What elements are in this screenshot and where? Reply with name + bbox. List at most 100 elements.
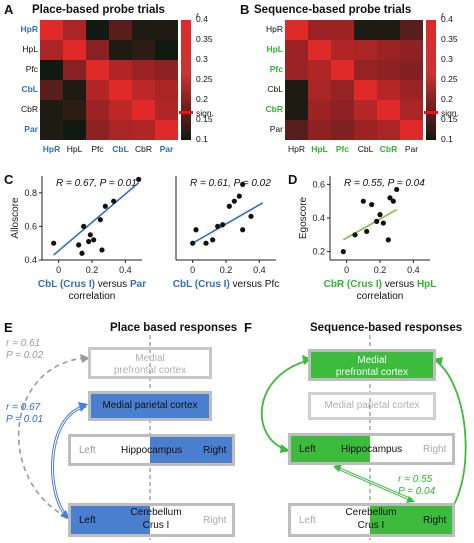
e-p-blue: P = 0.01 xyxy=(6,414,44,425)
heatmap-cell xyxy=(155,60,178,80)
colorbar-tick: 0.2 xyxy=(196,94,208,104)
heatmap-cell xyxy=(400,20,423,40)
colorbar-b-sign-marker xyxy=(424,111,438,114)
data-point xyxy=(111,198,117,204)
x-tick-label: 0.4 xyxy=(407,265,420,275)
heatmap-cell xyxy=(331,80,354,100)
heatmap-cell xyxy=(308,120,331,140)
heatmap-col-label: CbL xyxy=(112,144,129,154)
data-point xyxy=(380,220,386,226)
e-medial-pfc-box: Medial prefrontal cortex xyxy=(88,347,212,379)
green-arrowhead-left-bottom xyxy=(280,444,290,453)
x-tick-label: 0.2 xyxy=(86,265,99,275)
data-point xyxy=(215,223,221,229)
y-tick-label: 0.4 xyxy=(312,213,325,223)
data-point xyxy=(240,181,246,187)
blue-arrow-inner xyxy=(52,405,87,519)
heatmap-cell xyxy=(285,40,308,60)
heatmap-cell xyxy=(109,40,132,60)
x-axis-label: CbL (Crus I) versus Pfc xyxy=(173,279,280,290)
heatmap-cell xyxy=(109,60,132,80)
e-cereb-left-label: Left xyxy=(79,515,96,526)
data-point xyxy=(136,176,142,182)
heatmap-cell xyxy=(109,20,132,40)
heatmap-cell xyxy=(155,120,178,140)
x-axis-label: CbR (Crus I) versus HpL xyxy=(324,279,437,290)
data-point xyxy=(360,198,366,204)
f-parietal-box: Medial parietal cortex xyxy=(308,392,436,420)
data-point xyxy=(248,213,254,219)
heatmap-row-label: Par xyxy=(24,124,38,134)
heatmap-cell xyxy=(354,80,377,100)
heatmap-cell xyxy=(354,120,377,140)
heatmap-cell xyxy=(155,20,178,40)
e-medial-pfc-label: Medial xyxy=(135,353,165,364)
heatmap-row-label: CbL xyxy=(21,84,38,94)
data-point xyxy=(226,203,232,209)
colorbar-tick: 0.3 xyxy=(441,54,453,64)
colorbar-a-sign-marker xyxy=(179,111,193,114)
heatmap-cell xyxy=(285,80,308,100)
e-cerebellum-box: Left Cerebellum Crus I Right xyxy=(68,503,235,537)
heatmap-cell xyxy=(331,40,354,60)
heatmap-cell xyxy=(109,80,132,100)
x-axis-label: CbL (Crus I) versus Par xyxy=(38,279,146,290)
heatmap-col-label: CbL xyxy=(357,144,374,154)
fit-line xyxy=(53,182,140,256)
fit-line xyxy=(342,208,398,241)
heatmap-cell xyxy=(331,100,354,120)
f-medial-pfc-label: Medial xyxy=(357,355,387,366)
e-left-label: Left xyxy=(79,445,96,456)
e-right-label: Right xyxy=(203,445,227,456)
f-right-label: Right xyxy=(423,444,447,455)
data-point xyxy=(340,249,346,255)
heatmap-row-label: HpR xyxy=(20,24,38,34)
x-axis-label-line2: correlation xyxy=(69,291,116,302)
heatmap-cell xyxy=(155,40,178,60)
blue-arrowhead-bottom xyxy=(60,510,70,520)
data-point xyxy=(86,238,92,245)
heatmap-cell xyxy=(331,60,354,80)
heatmap-cell xyxy=(400,80,423,100)
heatmap-b-grid xyxy=(285,20,423,140)
heatmap-cell xyxy=(40,80,63,100)
e-parietal-box: Medial parietal cortex xyxy=(88,391,212,421)
heatmap-cell xyxy=(40,120,63,140)
x-tick-label: 0 xyxy=(190,265,195,275)
heatmap-row-label: HpL xyxy=(266,44,283,54)
e-cerebellum-label: Cerebellum xyxy=(130,507,182,518)
blue-arrowhead-top xyxy=(78,402,88,412)
data-point xyxy=(99,247,105,253)
data-point xyxy=(377,212,383,218)
heatmap-row-label: CbL xyxy=(267,84,283,94)
gray-dashed-arrow xyxy=(17,357,86,519)
panel-label-b: B xyxy=(240,2,250,17)
heatmap-cell xyxy=(63,120,86,140)
colorbar-tick: 0.1 xyxy=(441,134,453,144)
heatmap-cell xyxy=(354,100,377,120)
heatmap-cell xyxy=(63,80,86,100)
heatmap-cell xyxy=(40,100,63,120)
heatmap-cell xyxy=(86,20,109,40)
scatter-figure: 0 0.2 0.4 0.8 0.6 0.4 Alloscore R = 0.67, P = 0… xyxy=(10,176,437,302)
data-point xyxy=(51,240,57,246)
data-point xyxy=(390,198,396,204)
colorbar-tick: 0.3 xyxy=(196,54,208,64)
heatmap-cell xyxy=(400,60,423,80)
heatmap-cell xyxy=(63,40,86,60)
x-axis-label-line2: correlation xyxy=(357,291,404,302)
colorbar-tick: 0.35 xyxy=(196,34,213,44)
heatmap-cell xyxy=(400,40,423,60)
heatmap-cell xyxy=(308,20,331,40)
heatmap-cell xyxy=(132,60,155,80)
heatmap-cell xyxy=(40,40,63,60)
panel-e-title: Place based responses xyxy=(110,322,238,334)
colorbar-a xyxy=(181,20,191,140)
heatmap-cell xyxy=(308,60,331,80)
heatmap-row-label: HpL xyxy=(22,44,38,54)
e-r-gray: r = 0.61 xyxy=(6,338,41,349)
heatmap-cell xyxy=(285,20,308,40)
annotation: R = 0.67, P = 0.01 xyxy=(56,178,137,189)
heatmap-cell xyxy=(377,80,400,100)
heatmap-a-grid xyxy=(40,20,178,140)
